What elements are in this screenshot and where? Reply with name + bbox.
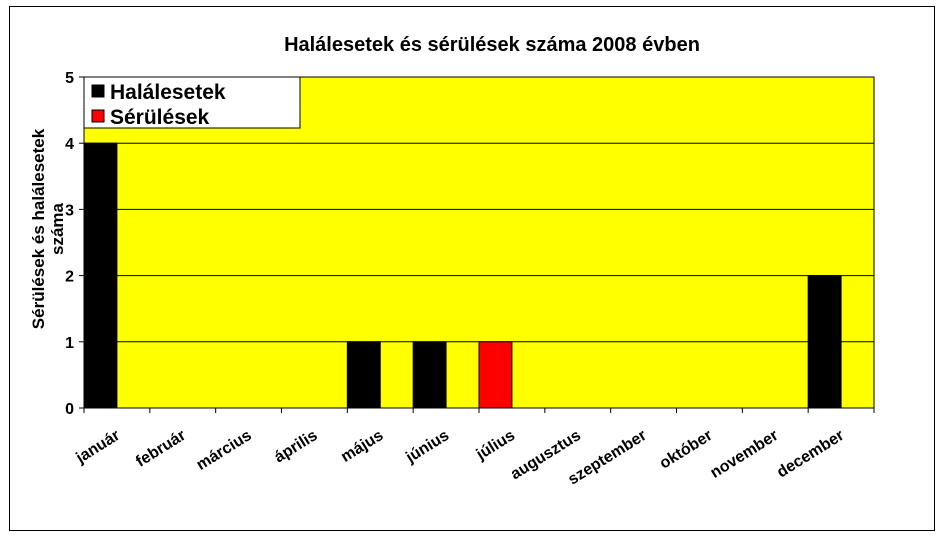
legend-box [83,76,301,129]
legend: Halálesetek Sérülések [83,76,301,129]
x-axis: január február március április május június jú… [72,407,875,489]
y-axis-label-line1: Sérülések és halálesetek [29,128,48,329]
y-tick-label: 5 [65,70,74,87]
x-tick-label: július [473,427,518,464]
x-tick-label: október [657,427,716,473]
x-tick-label: június [402,427,452,467]
x-tick-label: február [133,427,189,471]
legend-label-serulesek: Sérülések [110,106,210,129]
chart-title: Halálesetek és sérülések száma 2008 évbe… [284,34,700,56]
x-tick-label: március [194,427,255,474]
bar-halálesetek-január [83,142,118,409]
bar-chart: Halálesetek és sérülések száma 2008 évbe… [29,34,875,489]
y-axis: 0 1 2 3 4 5 [65,70,85,418]
y-tick-label: 2 [65,269,74,286]
legend-swatch-serulesek [91,109,105,123]
bar-halálesetek-december [807,275,842,409]
x-tick-label: december [774,427,847,481]
bar-halálesetek-május [346,341,381,409]
bar-halálesetek-június [412,341,447,409]
legend-swatch-halalesetek [91,84,105,98]
y-tick-label: 0 [65,401,74,418]
x-tick-label: május [338,427,386,466]
y-tick-label: 1 [65,335,74,352]
chart-frame: Halálesetek és sérülések száma 2008 évbe… [9,6,935,531]
x-tick-label: január [72,427,123,467]
bar-sérülések-július [478,341,513,409]
y-tick-label: 3 [65,202,74,219]
y-tick-label: 4 [65,136,74,153]
x-tick-label: november [708,427,782,482]
y-axis-label-line2: száma [48,202,67,255]
x-tick-label: április [272,427,321,466]
legend-label-halalesetek: Halálesetek [110,81,226,104]
